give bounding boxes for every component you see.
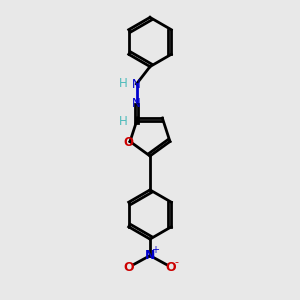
Text: O: O (124, 136, 134, 149)
Text: O: O (166, 261, 176, 274)
Text: +: + (151, 245, 159, 255)
Text: H: H (119, 115, 128, 128)
Text: H: H (119, 76, 128, 90)
Text: -: - (174, 257, 178, 267)
Text: N: N (132, 97, 141, 110)
Text: N: N (132, 77, 141, 91)
Text: O: O (124, 261, 134, 274)
Text: N: N (145, 249, 155, 262)
